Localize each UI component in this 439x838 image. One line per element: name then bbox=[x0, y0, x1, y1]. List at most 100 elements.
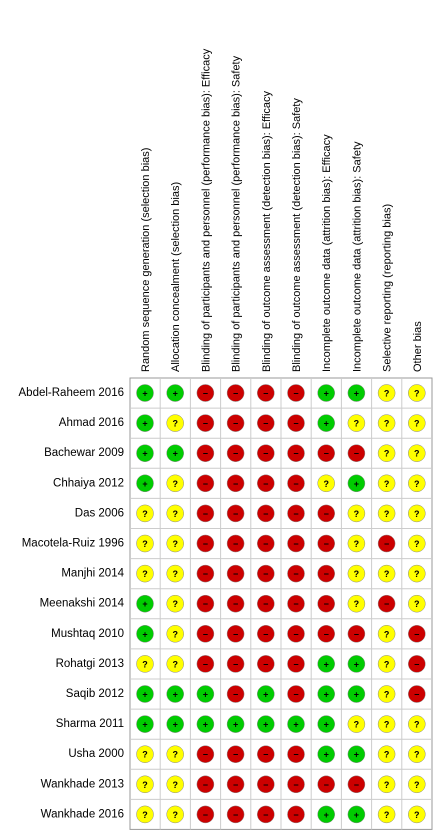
row-label: Ahmad 2016 bbox=[59, 417, 124, 429]
judgment-symbol: + bbox=[233, 720, 238, 730]
judgment-symbol: ? bbox=[172, 659, 178, 669]
column-label: Blinding of participants and personnel (… bbox=[200, 48, 212, 372]
judgment-circle bbox=[257, 534, 275, 553]
judgment-symbol: − bbox=[293, 569, 298, 579]
judgment-circle bbox=[347, 594, 366, 613]
judgment-symbol: − bbox=[203, 750, 208, 760]
judgment-symbol: ? bbox=[172, 750, 178, 760]
column-label: Blinding of participants and personnel (… bbox=[231, 55, 243, 372]
judgment-circle bbox=[136, 594, 154, 613]
judgment-symbol: − bbox=[384, 539, 389, 549]
judgment-circle bbox=[287, 655, 305, 673]
judgment-circle bbox=[196, 685, 215, 703]
column-label: Random sequence generation (selection bi… bbox=[140, 148, 152, 372]
judgment-symbol: + bbox=[173, 449, 178, 459]
judgment-symbol: ? bbox=[172, 539, 178, 549]
judgment-circle bbox=[136, 564, 154, 583]
judgment-circle bbox=[257, 715, 275, 733]
judgment-circle bbox=[136, 414, 154, 432]
judgment-circle bbox=[317, 534, 335, 553]
judgment-symbol: ? bbox=[354, 539, 360, 549]
judgment-symbol: − bbox=[414, 690, 419, 700]
judgment-symbol: ? bbox=[354, 419, 360, 429]
judgment-circle bbox=[226, 685, 245, 703]
judgment-symbol: ? bbox=[414, 419, 420, 429]
judgment-symbol: − bbox=[233, 780, 238, 790]
judgment-symbol: + bbox=[324, 659, 329, 669]
judgment-circle bbox=[226, 805, 245, 824]
judgment-symbol: ? bbox=[384, 509, 390, 519]
judgment-symbol: − bbox=[203, 539, 208, 549]
judgment-circle bbox=[196, 805, 215, 824]
judgment-circle bbox=[408, 775, 426, 794]
judgment-symbol: − bbox=[293, 810, 298, 820]
judgment-circle bbox=[257, 594, 275, 613]
judgment-circle bbox=[287, 745, 305, 763]
judgment-circle bbox=[287, 384, 305, 402]
judgment-circle bbox=[347, 745, 366, 763]
judgment-circle bbox=[196, 564, 215, 583]
judgment-symbol: ? bbox=[172, 509, 178, 519]
judgment-symbol: + bbox=[354, 659, 359, 669]
judgment-circle bbox=[257, 564, 275, 583]
judgment-symbol: − bbox=[233, 449, 238, 459]
judgment-circle bbox=[136, 715, 154, 733]
judgment-circle bbox=[408, 745, 426, 763]
judgment-symbol: − bbox=[203, 479, 208, 489]
judgment-symbol: − bbox=[324, 599, 329, 609]
judgment-circle bbox=[226, 534, 245, 553]
judgment-circle bbox=[257, 805, 275, 824]
judgment-symbol: − bbox=[354, 780, 359, 790]
judgment-circle bbox=[408, 805, 426, 824]
judgment-symbol: − bbox=[293, 479, 298, 489]
judgment-circle bbox=[377, 474, 396, 493]
judgment-circle bbox=[166, 715, 184, 733]
judgment-circle bbox=[317, 594, 335, 613]
judgment-circle bbox=[257, 414, 275, 432]
judgment-symbol: ? bbox=[172, 569, 178, 579]
judgment-symbol: − bbox=[263, 389, 268, 399]
judgment-circle bbox=[196, 625, 215, 643]
judgment-circle bbox=[226, 564, 245, 583]
row-label: Sharma 2011 bbox=[56, 718, 124, 730]
judgment-symbol: ? bbox=[354, 599, 360, 609]
judgment-circle bbox=[377, 625, 396, 643]
judgment-circle bbox=[196, 414, 215, 432]
judgment-circle bbox=[377, 414, 396, 432]
judgment-symbol: ? bbox=[414, 810, 420, 820]
judgment-symbol: − bbox=[263, 539, 268, 549]
judgment-symbol: ? bbox=[354, 720, 360, 730]
judgment-symbol: − bbox=[233, 599, 238, 609]
row-label: Bachewar 2009 bbox=[44, 447, 124, 459]
row-label: Usha 2000 bbox=[68, 748, 124, 760]
column-label: Blinding of outcome assessment (detectio… bbox=[261, 90, 273, 372]
judgment-circle bbox=[317, 504, 335, 523]
judgment-circle bbox=[287, 504, 305, 523]
judgment-symbol: − bbox=[263, 569, 268, 579]
judgment-symbol: ? bbox=[414, 599, 420, 609]
judgment-symbol: − bbox=[263, 509, 268, 519]
judgment-symbol: + bbox=[354, 750, 359, 760]
judgment-symbol: + bbox=[173, 690, 178, 700]
judgment-circle bbox=[377, 655, 396, 673]
judgment-circle bbox=[196, 775, 215, 794]
judgment-circle bbox=[408, 384, 426, 402]
judgment-symbol: − bbox=[263, 419, 268, 429]
judgment-circle bbox=[347, 564, 366, 583]
judgment-symbol: + bbox=[142, 629, 147, 639]
judgment-symbol: + bbox=[324, 720, 329, 730]
judgment-circle bbox=[136, 655, 154, 673]
judgment-symbol: + bbox=[354, 479, 359, 489]
judgment-circle bbox=[196, 474, 215, 493]
judgment-circle bbox=[136, 504, 154, 523]
judgment-circle bbox=[317, 685, 335, 703]
judgment-circle bbox=[317, 775, 335, 794]
judgment-symbol: ? bbox=[414, 449, 420, 459]
column-label: Allocation concealment (selection bias) bbox=[170, 182, 182, 372]
judgment-circle bbox=[287, 715, 305, 733]
judgment-symbol: ? bbox=[142, 659, 148, 669]
judgment-symbol: − bbox=[233, 659, 238, 669]
judgment-circle bbox=[317, 564, 335, 583]
judgment-circle bbox=[196, 504, 215, 523]
